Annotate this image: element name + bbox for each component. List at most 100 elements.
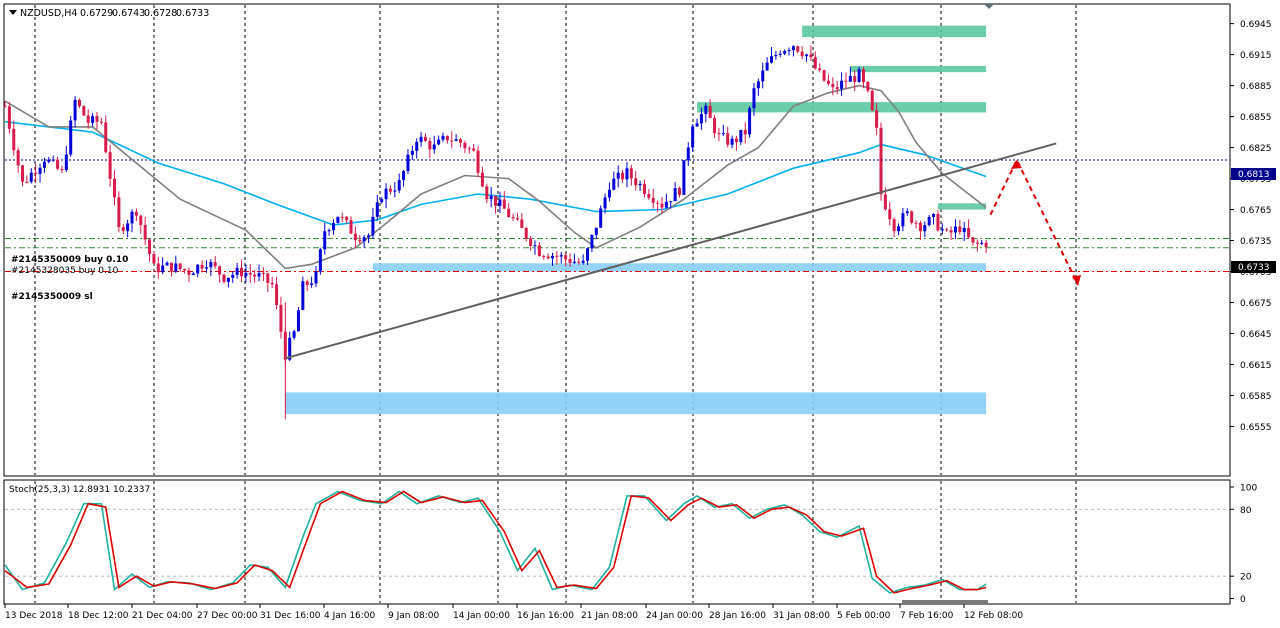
candle-body [870, 90, 874, 111]
candle-body [380, 199, 384, 203]
candle-body [25, 181, 29, 183]
price-pane[interactable]: 0.6945 0.6915 0.6885 0.6855 0.6825 0.6795 0.67… [3, 3, 1277, 477]
candle-body [520, 219, 524, 228]
candle-body [332, 222, 335, 231]
candle-body [388, 188, 392, 192]
candle-body [625, 168, 629, 180]
candle-body [148, 239, 152, 255]
candle-body [791, 46, 795, 51]
candle-body [524, 227, 528, 239]
candle-body [918, 222, 922, 232]
candle-body [853, 76, 857, 82]
price-tick-label: 0.6765 [1240, 206, 1272, 216]
candle-body [489, 195, 493, 200]
candle-body [345, 216, 349, 221]
candle-body [450, 140, 454, 142]
price-tick-label: 0.6825 [1240, 144, 1272, 154]
candle-body [927, 216, 931, 226]
candle-body [130, 211, 134, 224]
time-tick-label: 14 Jan 00:00 [453, 611, 510, 621]
candle-body [121, 227, 125, 231]
stochastic-tick-label: 100 [1240, 484, 1257, 494]
candle-body [590, 234, 594, 249]
candle-body [542, 255, 546, 257]
candle-body [485, 186, 489, 200]
candle-body [752, 88, 756, 109]
candle-body [423, 136, 427, 142]
order-label-sl[interactable]: #2145350009 sl [11, 292, 93, 302]
projection-layer [989, 157, 1082, 286]
candle-body [445, 135, 449, 141]
price-tick-label: 0.6615 [1240, 361, 1272, 371]
candle-body [984, 242, 988, 248]
order-labels: #2145350009 buy 0.10 #2145328035 buy 0.1… [11, 255, 128, 302]
time-tick-label: 7 Feb 16:00 [900, 611, 954, 621]
price-tick-label: 0.6555 [1240, 423, 1272, 433]
candle-body [515, 218, 519, 220]
stochastic-pane[interactable]: 100 80 20 0 Stoch(25,3,3) 12.8931 10.2337 [3, 479, 1257, 605]
zone-rect [697, 102, 987, 113]
projection-arrowhead-up [1010, 159, 1022, 169]
candle-body [467, 148, 471, 150]
candle-body [169, 262, 173, 272]
order-label-buy-2[interactable]: #2145328035 buy 0.10 [11, 266, 119, 276]
candle-body [156, 263, 160, 273]
candle-body [476, 150, 480, 173]
time-tick-label: 21 Dec 04:00 [132, 611, 193, 621]
stochastic-marker [902, 600, 988, 604]
candle-body [770, 56, 773, 63]
candle-body [437, 139, 441, 145]
candle-body [410, 150, 414, 155]
candle-body [682, 160, 686, 195]
candle-body [358, 239, 362, 242]
candle-body [800, 51, 804, 57]
candle-body [756, 81, 760, 89]
candle-body [117, 197, 121, 228]
candle-body [323, 231, 327, 250]
order-label-buy-1[interactable]: #2145350009 buy 0.10 [11, 255, 128, 265]
candle-body [664, 201, 668, 208]
price-tick-label: 0.6705 [1240, 268, 1272, 278]
candle-body [888, 209, 892, 220]
candle-body [16, 150, 20, 166]
shift-marker-icon[interactable] [984, 4, 994, 9]
candle-body [901, 213, 905, 227]
candle-body [428, 141, 432, 150]
candle-body [765, 62, 769, 71]
candle-body [826, 80, 830, 84]
candle-body [480, 172, 484, 187]
candle-body [555, 255, 559, 257]
stochastic-pane-border [3, 479, 1231, 605]
time-tick-label: 16 Jan 16:00 [517, 611, 574, 621]
candle-body [673, 188, 677, 202]
candle-body [47, 159, 51, 162]
collapse-triangle-icon[interactable] [9, 10, 17, 15]
candle-body [441, 135, 445, 140]
candle-body [546, 256, 550, 259]
candle-body [349, 220, 353, 234]
candle-body [270, 282, 274, 285]
candle-body [883, 194, 887, 210]
candle-body [581, 260, 585, 263]
candle-body [91, 116, 95, 123]
candle-body [835, 87, 839, 90]
candle-body [905, 211, 909, 214]
candle-body [875, 110, 879, 128]
candle-body [353, 233, 357, 240]
candle-body [529, 238, 533, 247]
candle-body [209, 262, 213, 268]
candle-body [218, 266, 222, 275]
stochastic-tick-label: 80 [1240, 506, 1252, 516]
price-tick-label: 0.6855 [1240, 113, 1272, 123]
candle-body [126, 223, 130, 231]
candle-body [56, 159, 60, 169]
candle-body [406, 154, 410, 172]
candle-body [69, 120, 73, 155]
candle-body [778, 53, 782, 55]
candle-body [669, 201, 673, 203]
candle-body [108, 152, 112, 179]
current-price-tag: 0.6733 [1231, 261, 1276, 273]
price-tick-label: 0.6915 [1240, 51, 1272, 61]
candle-body [642, 183, 646, 194]
